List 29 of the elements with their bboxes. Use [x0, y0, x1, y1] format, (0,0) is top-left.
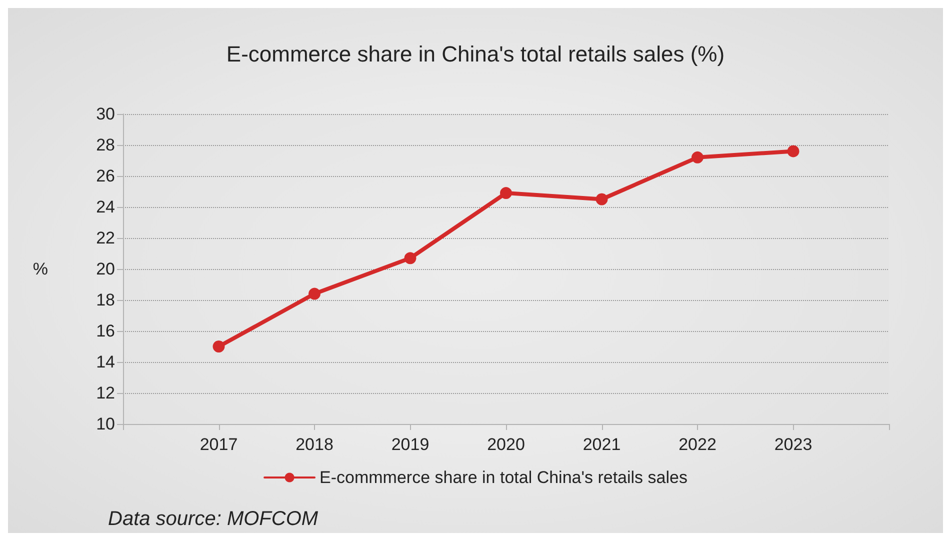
- y-tick-label: 30: [96, 104, 115, 124]
- point: [212, 340, 225, 352]
- point: [500, 187, 512, 200]
- x-tick-label: 2023: [774, 435, 812, 454]
- x-tick-label: 2017: [200, 435, 238, 454]
- point: [308, 288, 320, 300]
- legend-label: E-commmerce share in total China's retails sales: [320, 468, 688, 487]
- point: [787, 145, 800, 158]
- y-tick-label: 20: [96, 260, 115, 278]
- y-tick-label: 16: [96, 322, 115, 340]
- point: [404, 252, 416, 264]
- y-axis-title: %: [32, 260, 48, 278]
- y-tick-label: 18: [96, 290, 115, 310]
- y-tick-label: 22: [96, 228, 115, 248]
- x-tick-label: 2022: [678, 435, 716, 454]
- y-tick-label: 12: [96, 384, 115, 402]
- chart-title: E-commerce share in China's total retails sales (%): [226, 42, 725, 66]
- y-tick-label: 14: [96, 352, 115, 372]
- y-tick-label: 28: [96, 136, 115, 154]
- x-tick-label: 2021: [582, 435, 621, 454]
- point: [596, 193, 608, 206]
- y-tick-label: 26: [96, 166, 115, 186]
- x-tick-label: 2018: [296, 435, 334, 454]
- y-tick-label: 10: [96, 414, 115, 434]
- point: [692, 151, 704, 164]
- x-tick-label: 2019: [391, 435, 430, 454]
- y-tick-label: 24: [96, 198, 115, 216]
- x-tick-label: 2020: [487, 435, 525, 454]
- source-note: Data source: MOFCOM: [108, 508, 318, 530]
